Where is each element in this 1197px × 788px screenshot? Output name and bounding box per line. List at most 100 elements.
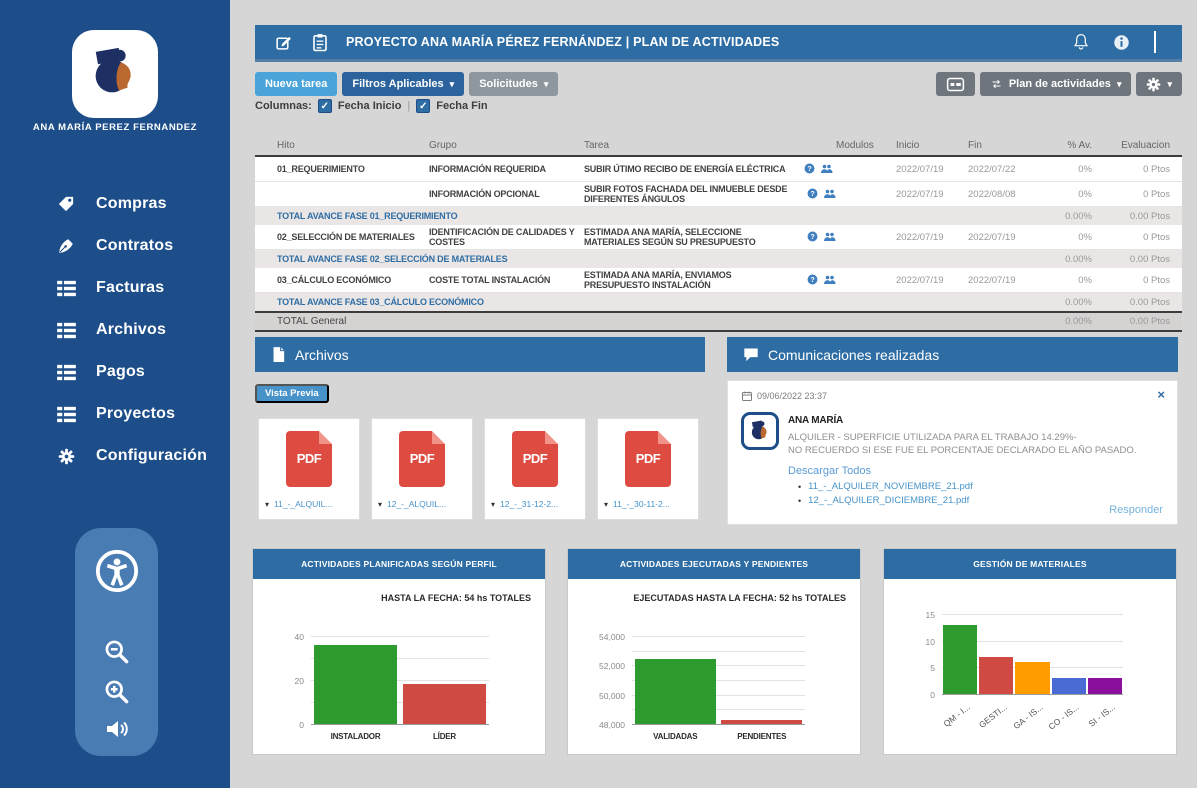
total-avance: 0.00% <box>1065 316 1092 327</box>
checkbox-fecha-fin-label: Fecha Fin <box>436 100 488 112</box>
sidebar-item-pagos[interactable]: Pagos <box>0 360 230 384</box>
caret-down-icon[interactable]: ▾ <box>491 499 496 509</box>
requests-dropdown-button[interactable]: Solicitudes ▾ <box>469 72 559 96</box>
column-header: Tarea <box>584 139 610 151</box>
caret-down-icon[interactable]: ▾ <box>604 499 609 509</box>
tarea-icons: ? <box>804 163 833 176</box>
sidebar-item-contratos[interactable]: Contratos <box>0 234 230 258</box>
file-name-row: ▾ 12_-_ALQUIL... <box>378 499 472 509</box>
reply-link[interactable]: Responder <box>1109 504 1163 516</box>
vista-previa-button[interactable]: Vista Previa <box>255 384 329 403</box>
caret-down-icon: ▾ <box>543 78 549 89</box>
x-category-label: PENDIENTES <box>737 732 787 741</box>
zoom-in-icon[interactable] <box>103 678 130 705</box>
table-row[interactable]: 03_CÁLCULO ECONÓMICO COSTE TOTAL INSTALAC… <box>255 268 1182 293</box>
edit-icon[interactable] <box>275 34 292 51</box>
gridline <box>942 640 1123 642</box>
chart-plot: 48,000 50,000 52,000 54,000 VALIDADAS PENDIEN… <box>599 632 805 741</box>
pdf-fold-corner <box>319 431 332 444</box>
plan-actividades-dropdown-button[interactable]: Plan de actividades ▾ <box>979 72 1132 96</box>
y-tick-label: 40 <box>294 632 304 642</box>
table-row[interactable]: 02_SELECCIÓN DE MATERIALES IDENTIFICACIÓN… <box>255 225 1182 250</box>
gridline <box>632 709 805 711</box>
gridline <box>632 650 805 652</box>
pdf-icon-label: PDF <box>409 451 435 466</box>
chart-bar <box>313 644 398 724</box>
info-icon[interactable] <box>1113 34 1130 51</box>
cell-evaluacion: 0 Ptos <box>1143 188 1170 200</box>
accessibility-panel <box>75 528 158 756</box>
message-body-line: ALQUILER - SUPERFICIE UTILIZADA PARA EL … <box>788 432 1077 443</box>
total-label: TOTAL AVANCE FASE 01_REQUERIMIENTO <box>277 211 458 221</box>
pdf-file-card[interactable]: PDF ▾ 11_-_30-11-2... <box>597 418 699 520</box>
file-name-link[interactable]: 12_-_31-12-2... <box>500 499 559 509</box>
new-task-button[interactable]: Nueva tarea <box>255 72 338 96</box>
column-header: Grupo <box>429 139 457 151</box>
attachment-link[interactable]: 11_-_ALQUILER_NOVIEMBRE_21.pdf <box>808 481 973 492</box>
column-header: Fin <box>968 139 982 151</box>
total-evaluacion: 0.00 Ptos <box>1129 316 1170 327</box>
caret-down-icon[interactable]: ▾ <box>378 499 383 509</box>
chart-bar <box>943 624 978 694</box>
panel-view-button[interactable] <box>935 72 975 96</box>
x-category-label: SI - IS... <box>1086 702 1118 729</box>
filters-dropdown-button[interactable]: Filtros Aplicables ▾ <box>342 72 465 96</box>
attachment-link[interactable]: 12_-_ALQUILER_DICIEMBRE_21.pdf <box>808 495 970 506</box>
cell-avance: 0% <box>1078 231 1092 243</box>
download-all-link[interactable]: Descargar Todos <box>788 465 871 477</box>
gridline <box>632 694 805 696</box>
users-icon[interactable] <box>823 274 836 287</box>
checkbox-fecha-inicio-label: Fecha Inicio <box>337 100 402 112</box>
cell-inicio: 2022/07/19 <box>896 274 944 286</box>
file-name-link[interactable]: 11_-_30-11-2... <box>613 499 670 509</box>
sidebar-item-label: Pagos <box>96 363 146 380</box>
x-category-label: VALIDADAS <box>653 732 698 741</box>
total-evaluacion: 0.00 Ptos <box>1129 253 1170 265</box>
settings-dropdown-button[interactable]: ▾ <box>1136 72 1182 96</box>
file-name-link[interactable]: 11_-_ALQUIL... <box>274 499 333 509</box>
sidebar-item-label: Proyectos <box>96 405 176 422</box>
checkbox-fecha-inicio[interactable]: ✓ <box>317 99 332 113</box>
volume-icon[interactable] <box>104 717 130 741</box>
sidebar-item-facturas[interactable]: Facturas <box>0 276 230 300</box>
caret-down-icon[interactable]: ▾ <box>265 499 270 509</box>
pdf-file-card[interactable]: PDF ▾ 12_-_ALQUIL... <box>371 418 473 520</box>
column-header: Modulos <box>836 139 874 151</box>
table-row[interactable]: INFORMACIÓN OPCIONAL SUBIR FOTOS FACHADA … <box>255 182 1182 207</box>
pdf-file-card[interactable]: PDF ▾ 11_-_ALQUIL... <box>258 418 360 520</box>
pdf-file-card[interactable]: PDF ▾ 12_-_31-12-2... <box>484 418 586 520</box>
chart-bar <box>1051 678 1086 694</box>
chart-title: ACTIVIDADES PLANIFICADAS SEGÚN PERFIL <box>253 549 545 579</box>
text-cursor <box>1154 31 1156 53</box>
question-circle-icon[interactable]: ? <box>807 188 818 201</box>
users-icon[interactable] <box>823 231 836 244</box>
file-name-link[interactable]: 12_-_ALQUIL... <box>387 499 447 509</box>
sidebar-item-proyectos[interactable]: Proyectos <box>0 402 230 426</box>
question-circle-icon[interactable]: ? <box>804 163 815 176</box>
cell-evaluacion: 0 Ptos <box>1143 231 1170 243</box>
table-row[interactable]: 01_REQUERIMIENTO INFORMACIÓN REQUERIDA SUB… <box>255 157 1182 182</box>
accessibility-icon[interactable] <box>94 548 140 594</box>
gridline <box>632 636 805 637</box>
question-circle-icon[interactable]: ? <box>807 274 818 287</box>
cell-evaluacion: 0 Ptos <box>1143 274 1170 286</box>
question-circle-icon[interactable]: ? <box>807 231 818 244</box>
sidebar-item-archivos[interactable]: Archivos <box>0 318 230 342</box>
bullet: • <box>798 495 802 506</box>
users-icon[interactable] <box>823 188 836 201</box>
close-icon[interactable]: × <box>1157 387 1165 402</box>
bell-icon[interactable] <box>1073 33 1089 51</box>
speech-bubble-icon <box>744 348 758 362</box>
x-axis-line <box>942 694 1123 695</box>
sidebar-item-compras[interactable]: Compras <box>0 192 230 216</box>
columns-label: Columnas: <box>255 100 312 112</box>
y-tick-label: 52,000 <box>599 661 625 672</box>
cell-fin: 2022/08/08 <box>968 188 1016 200</box>
sidebar-item-configuracion[interactable]: Configuración <box>0 444 230 468</box>
users-icon[interactable] <box>820 163 833 176</box>
cell-tarea: ESTIMADA ANA MARÍA, SELECCIONE MATERIALE… <box>584 227 836 247</box>
table-icon <box>54 364 78 381</box>
zoom-out-icon[interactable] <box>103 638 130 665</box>
checkbox-fecha-fin[interactable]: ✓ <box>416 99 431 113</box>
sidebar-item-label: Contratos <box>96 237 174 254</box>
